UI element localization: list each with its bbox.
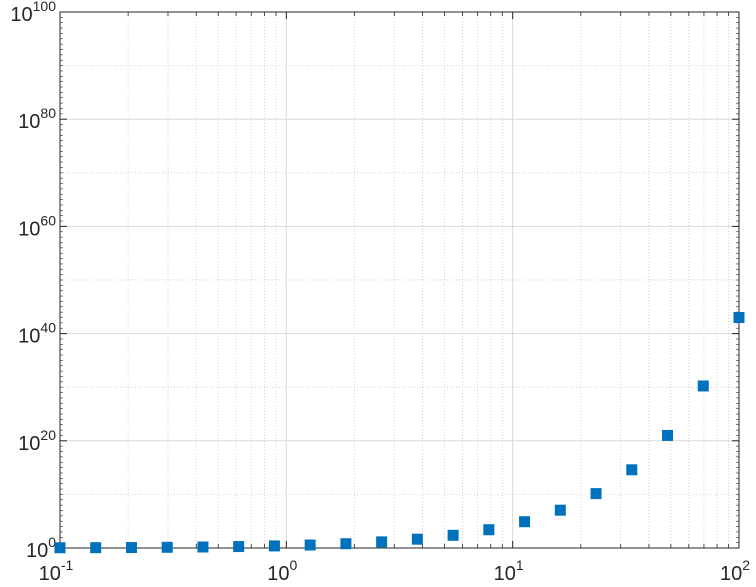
data-point [626, 464, 638, 476]
data-point [376, 536, 388, 548]
y-tick-exponent: 100 [33, 0, 57, 14]
y-tick-base: 10 [18, 111, 40, 133]
data-point [197, 541, 209, 553]
y-tick-exponent: 60 [40, 212, 56, 228]
x-tick-label: 10-1 [39, 557, 74, 585]
data-point [90, 542, 102, 554]
data-point [662, 429, 674, 441]
data-point [125, 542, 137, 554]
data-point [733, 312, 745, 324]
y-tick-label: 10100 [10, 0, 56, 26]
data-point [304, 539, 316, 551]
y-tick-base: 10 [26, 540, 48, 562]
data-point [697, 380, 709, 392]
x-tick-label: 100 [267, 557, 297, 585]
data-point [411, 533, 423, 545]
data-point [519, 516, 531, 528]
x-tick-label: 101 [494, 557, 524, 585]
x-tick-base: 10 [494, 563, 516, 585]
x-tick-base: 10 [720, 563, 742, 585]
y-tick-exponent: 80 [40, 105, 56, 121]
data-point [268, 540, 280, 552]
data-markers [54, 312, 745, 554]
y-tick-exponent: 0 [48, 534, 56, 550]
x-tick-exponent: -1 [61, 557, 74, 573]
y-tick-base: 10 [10, 4, 32, 26]
data-point [447, 529, 459, 541]
y-tick-label: 1040 [18, 320, 56, 348]
x-tick-label: 102 [720, 557, 750, 585]
data-point [554, 504, 566, 516]
data-point [233, 541, 245, 553]
y-tick-label: 100 [26, 534, 56, 562]
x-tick-base: 10 [39, 563, 61, 585]
x-tick-base: 10 [267, 563, 289, 585]
data-point [590, 488, 602, 500]
data-point [340, 538, 352, 550]
x-tick-exponent: 2 [742, 557, 750, 573]
x-tick-labels: 10-1 100 101 102 [39, 557, 751, 585]
y-tick-base: 10 [18, 433, 40, 455]
x-tick-exponent: 1 [516, 557, 524, 573]
x-tick-exponent: 0 [290, 557, 298, 573]
y-tick-label: 1080 [18, 105, 56, 133]
y-tick-exponent: 20 [40, 427, 56, 443]
minor-grid [60, 12, 739, 548]
y-tick-base: 10 [18, 218, 40, 240]
data-point [483, 524, 495, 536]
y-tick-label: 1020 [18, 427, 56, 455]
data-point [161, 541, 173, 553]
y-tick-base: 10 [18, 326, 40, 348]
data-point [54, 542, 66, 554]
y-tick-exponent: 40 [40, 320, 56, 336]
y-tick-label: 1060 [18, 212, 56, 240]
